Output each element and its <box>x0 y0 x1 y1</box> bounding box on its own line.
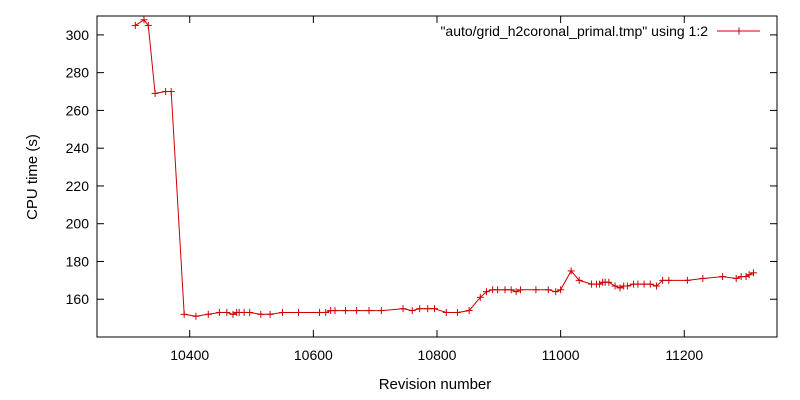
x-tick-label: 10800 <box>418 347 457 363</box>
data-point <box>552 288 560 296</box>
data-point <box>424 305 432 313</box>
data-point <box>659 276 667 284</box>
data-point <box>257 310 265 318</box>
legend-marker <box>735 27 743 35</box>
data-point <box>140 16 148 24</box>
series-layer <box>131 16 758 320</box>
data-point <box>465 307 473 315</box>
y-tick-label: 200 <box>66 216 90 232</box>
data-point <box>750 269 758 277</box>
data-point <box>408 307 416 315</box>
data-point <box>353 307 361 315</box>
data-point <box>431 305 439 313</box>
data-point <box>192 312 200 320</box>
data-point <box>229 310 237 318</box>
data-point <box>316 308 324 316</box>
data-point <box>416 305 424 313</box>
data-point <box>623 282 631 290</box>
data-point <box>732 274 740 282</box>
data-point <box>596 280 604 288</box>
plot-frame <box>96 15 778 338</box>
data-point <box>699 274 707 282</box>
data-point <box>742 273 750 281</box>
data-point <box>482 288 490 296</box>
data-point <box>442 308 450 316</box>
data-point <box>322 308 330 316</box>
data-point <box>575 276 583 284</box>
data-point <box>144 21 152 29</box>
x-tick-label: 11200 <box>665 347 703 363</box>
data-point <box>616 284 624 292</box>
data-point <box>501 286 509 294</box>
y-tick-label: 220 <box>66 178 90 194</box>
data-point <box>640 280 648 288</box>
data-point <box>377 307 385 315</box>
data-point <box>652 282 660 290</box>
data-point <box>719 273 727 281</box>
data-point <box>246 308 254 316</box>
data-point <box>532 286 540 294</box>
data-point <box>453 308 461 316</box>
data-point <box>131 21 139 29</box>
data-point <box>342 307 350 315</box>
axis-ticks <box>97 16 777 337</box>
data-point <box>605 278 613 286</box>
y-tick-label: 280 <box>66 65 90 81</box>
data-point <box>665 276 673 284</box>
axis-tick-labels: 10400 10600 10800 11000 11200 160 180 200 220 240… <box>66 27 704 363</box>
data-point <box>544 286 552 294</box>
data-point <box>567 267 575 275</box>
data-point <box>167 88 175 96</box>
x-tick-label: 10600 <box>294 347 333 363</box>
data-point <box>646 280 654 288</box>
data-point <box>399 305 407 313</box>
y-tick-label: 300 <box>66 27 90 43</box>
data-point <box>683 276 691 284</box>
x-tick-label: 11000 <box>542 347 580 363</box>
data-point <box>215 308 223 316</box>
data-point <box>507 286 515 294</box>
data-point <box>266 310 274 318</box>
data-point <box>516 286 524 294</box>
data-point <box>223 308 231 316</box>
x-tick-label: 10400 <box>170 347 209 363</box>
data-point <box>557 286 565 294</box>
data-point <box>180 310 188 318</box>
legend-label: "auto/grid_h2coronal_primal.tmp" using 1… <box>440 23 708 39</box>
y-tick-label: 260 <box>66 102 90 118</box>
data-point <box>365 307 373 315</box>
data-point <box>611 282 619 290</box>
data-point <box>295 308 303 316</box>
data-point <box>745 271 753 279</box>
x-axis-title: Revision number <box>379 376 492 393</box>
data-point <box>151 89 159 97</box>
y-tick-label: 240 <box>66 140 90 156</box>
legend: "auto/grid_h2coronal_primal.tmp" using 1… <box>440 23 760 39</box>
data-point <box>634 280 642 288</box>
data-point <box>331 307 339 315</box>
data-point <box>204 310 212 318</box>
y-tick-label: 160 <box>66 291 90 307</box>
data-point <box>278 308 286 316</box>
data-point <box>494 286 502 294</box>
series-line <box>135 19 754 317</box>
data-point <box>476 293 484 301</box>
y-tick-label: 180 <box>66 253 90 269</box>
y-axis-title: CPU time (s) <box>24 134 41 220</box>
data-point <box>512 288 520 296</box>
